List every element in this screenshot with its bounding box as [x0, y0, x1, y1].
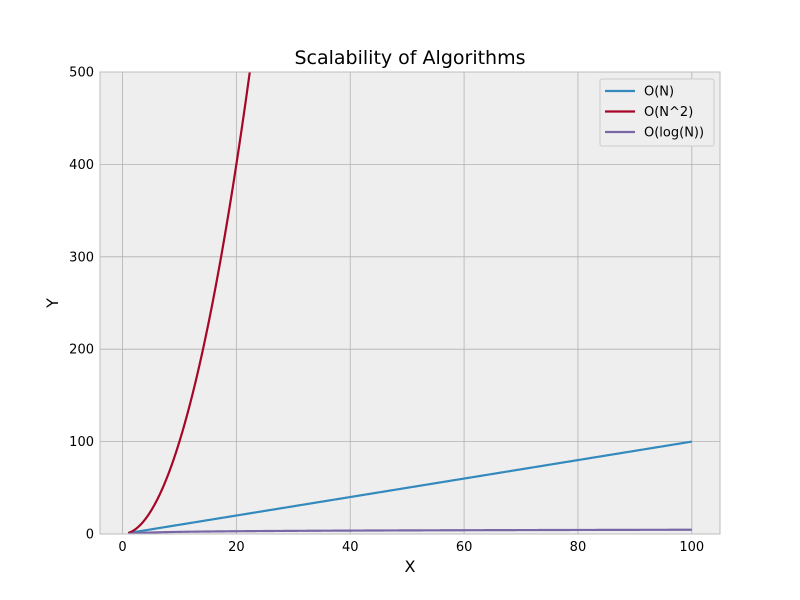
y-tick-label: 100 — [69, 435, 94, 450]
plot-border — [99, 71, 721, 535]
y-tick-label: 0 — [86, 528, 94, 543]
series-line — [127, 72, 251, 534]
y-tick-label: 300 — [69, 250, 94, 265]
chart-title: Scalability of Algorithms — [294, 47, 525, 69]
series-group — [127, 72, 692, 534]
x-tick-label: 60 — [456, 540, 473, 555]
x-tick-label: 100 — [679, 540, 704, 555]
x-tick-label: 20 — [228, 540, 245, 555]
legend-box — [599, 78, 715, 147]
series-line — [127, 440, 692, 534]
legend-label: O(log(N)) — [644, 126, 704, 141]
series-line — [128, 528, 692, 534]
x-tick-label: 40 — [342, 540, 359, 555]
legend-label: O(N^2) — [644, 105, 693, 120]
x-axis-title: X — [405, 557, 416, 576]
legend-label: O(N) — [644, 85, 674, 100]
plot-area — [100, 72, 720, 534]
y-axis-title: Y — [43, 298, 62, 309]
legend: O(N) O(N^2) O(log(N)) — [599, 78, 715, 147]
tick-labels: 0 20 40 60 80 100 0 100 200 300 400 500 — [69, 66, 704, 556]
y-tick-label: 400 — [69, 158, 94, 173]
y-tick-label: 500 — [69, 66, 94, 81]
y-tick-label: 200 — [69, 343, 94, 358]
x-tick-label: 0 — [118, 540, 126, 555]
x-tick-label: 80 — [570, 540, 587, 555]
